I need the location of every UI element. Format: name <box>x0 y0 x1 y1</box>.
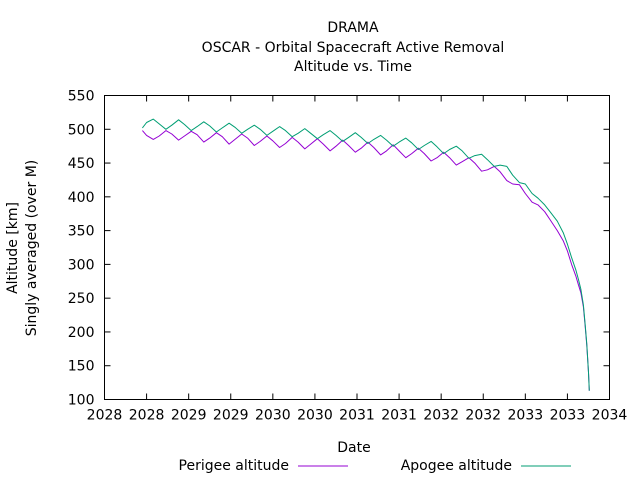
x-tick-label: 2028 <box>129 408 165 424</box>
y-axis-label-line-1: Altitude [km] <box>5 202 21 294</box>
x-tick-label: 2034 <box>592 408 628 424</box>
y-tick-label: 500 <box>68 122 95 138</box>
x-tick-label: 2032 <box>465 408 501 424</box>
x-tick-label: 2030 <box>255 408 291 424</box>
x-tick-label: 2031 <box>381 408 417 424</box>
chart-title: DRAMA <box>327 20 379 36</box>
plot-frame <box>104 95 610 400</box>
y-tick-label: 450 <box>68 156 95 172</box>
y-axis-title: Altitude [km] Singly averaged (over M) <box>5 160 40 336</box>
y-tick-label: 350 <box>68 224 95 240</box>
x-tick-label: 2028 <box>87 408 123 424</box>
x-tick-label: 2033 <box>508 408 544 424</box>
x-tick-label: 2030 <box>297 408 333 424</box>
y-tick-label: 300 <box>68 257 95 273</box>
y-tick-label: 250 <box>68 291 95 307</box>
series-line-apogee <box>142 118 590 391</box>
series-line-perigee <box>142 130 590 391</box>
legend: Perigee altitude Apogee altitude <box>179 458 571 474</box>
series-lines <box>142 118 590 391</box>
x-tick-label: 2033 <box>550 408 586 424</box>
legend-label-perigee: Perigee altitude <box>179 458 289 474</box>
y-tick-label: 550 <box>68 89 95 105</box>
y-tick-label: 100 <box>68 393 95 409</box>
y-axis-label-line-2: Singly averaged (over M) <box>24 160 40 336</box>
x-tick-label: 2031 <box>339 408 375 424</box>
y-tick-label: 400 <box>68 190 95 206</box>
y-tick-label: 150 <box>68 359 95 375</box>
x-axis-ticks: 2028 2028 2029 2029 2030 2030 2031 2031 2032 2032… <box>87 95 628 424</box>
x-tick-label: 2029 <box>213 408 249 424</box>
chart-subtitle-line-2: Altitude vs. Time <box>294 59 412 75</box>
y-axis-ticks: 550 500 450 400 350 300 250 200 150 100 <box>68 89 610 409</box>
x-tick-label: 2029 <box>171 408 207 424</box>
x-tick-label: 2032 <box>423 408 459 424</box>
x-axis-label: Date <box>337 440 370 456</box>
legend-label-apogee: Apogee altitude <box>401 458 512 474</box>
chart-subtitle-line-1: OSCAR - Orbital Spacecraft Active Remova… <box>202 40 505 56</box>
y-tick-label: 200 <box>68 325 95 341</box>
